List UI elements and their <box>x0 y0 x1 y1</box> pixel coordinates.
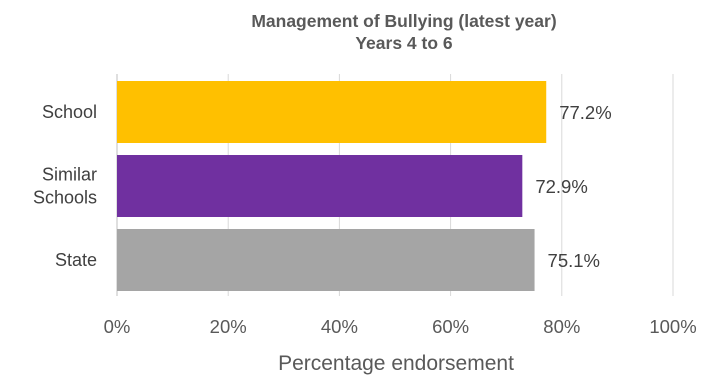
bar <box>117 155 523 217</box>
data-label: 75.1% <box>548 250 600 271</box>
x-tick-label: 100% <box>649 316 696 337</box>
category-label: Similar Schools <box>33 165 97 208</box>
chart-subtitle: Years 4 to 6 <box>355 33 453 53</box>
data-labels: 77.2% 72.9% 75.1% <box>535 102 611 271</box>
x-tick-label: 20% <box>210 316 247 337</box>
data-label: 77.2% <box>559 102 611 123</box>
category-label: State <box>55 250 97 270</box>
x-tick-label: 80% <box>543 316 580 337</box>
x-tick-label: 40% <box>321 316 358 337</box>
chart-title: Management of Bullying (latest year) <box>251 11 556 31</box>
bars <box>117 81 547 291</box>
category-labels: School Similar Schools State <box>33 102 97 270</box>
x-axis-label: Percentage endorsement <box>278 352 514 375</box>
x-tick-label: 60% <box>432 316 469 337</box>
category-label: School <box>42 102 97 122</box>
data-label: 72.9% <box>535 176 587 197</box>
x-tick-labels: 0% 20% 40% 60% 80% 100% <box>104 316 697 337</box>
bar <box>117 229 535 291</box>
bar <box>117 81 547 143</box>
x-tick-label: 0% <box>104 316 131 337</box>
